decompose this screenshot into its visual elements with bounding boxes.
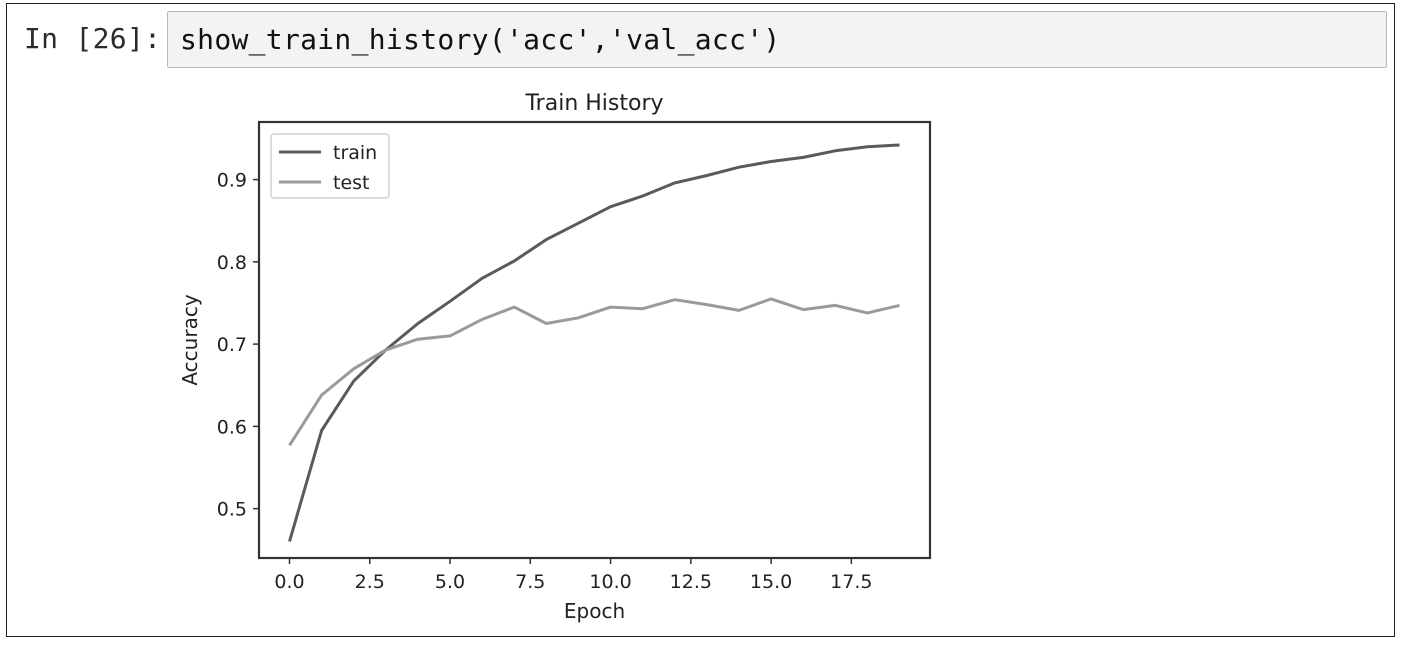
series-line-test (288, 297, 900, 447)
x-tick-label: 2.5 (355, 571, 385, 593)
code-line: show_train_history('acc','val_acc') (180, 23, 781, 56)
y-axis-label: Accuracy (178, 294, 202, 385)
x-tick-label: 0.0 (274, 571, 304, 593)
x-axis-label: Epoch (564, 599, 625, 623)
x-tick-label: 5.0 (435, 571, 465, 593)
x-tick-label: 12.5 (670, 571, 712, 593)
y-tick-label: 0.5 (217, 499, 247, 521)
y-tick-label: 0.8 (217, 252, 247, 274)
code-input-area[interactable]: show_train_history('acc','val_acc') (167, 11, 1387, 68)
y-tick-label: 0.7 (217, 334, 247, 356)
chart-title: Train History (524, 91, 663, 116)
x-tick-label: 17.5 (830, 571, 872, 593)
x-tick-label: 10.0 (589, 571, 631, 593)
y-tick-label: 0.6 (217, 416, 247, 438)
legend-label-test: test (333, 172, 370, 194)
plot-frame (257, 120, 932, 560)
notebook-cell: In [26]: show_train_history('acc','val_a… (6, 3, 1395, 637)
x-tick-label: 7.5 (515, 571, 545, 593)
series-line-train (288, 143, 900, 542)
cell-output: Train History 0.5 0.6 0.7 0.8 0.9 0.0 2.5 5.0 7.5… (170, 80, 950, 640)
input-prompt: In [26]: (24, 22, 162, 55)
train-history-chart: Train History 0.5 0.6 0.7 0.8 0.9 0.0 2.5 5.0 7.5… (178, 91, 932, 623)
x-tick-label: 15.0 (750, 571, 792, 593)
y-tick-label: 0.9 (217, 170, 247, 192)
legend-label-train: train (333, 142, 377, 164)
